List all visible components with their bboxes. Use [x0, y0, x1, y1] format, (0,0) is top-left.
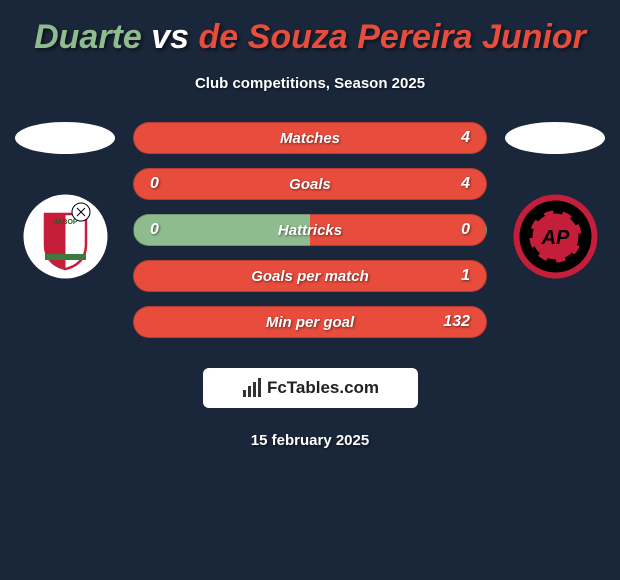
left-flag-icon	[15, 122, 115, 154]
stat-label: Min per goal	[266, 314, 354, 331]
stat-row: Matches 4	[133, 122, 487, 154]
stat-row: 0 Goals 4	[133, 168, 487, 200]
right-club-crest-icon: AP	[513, 194, 598, 279]
stat-label: Hattricks	[278, 222, 342, 239]
left-club-shield-icon: JABOP	[23, 194, 108, 279]
left-club-badge: JABOP	[23, 194, 108, 279]
right-flag-icon	[505, 122, 605, 154]
title-vs: vs	[151, 18, 189, 56]
title-player2: de Souza Pereira Junior	[199, 18, 586, 56]
stat-label: Goals per match	[251, 268, 369, 285]
left-column: JABOP	[5, 122, 125, 279]
right-club-badge: AP	[513, 194, 598, 279]
infographic-root: Duarte vs de Souza Pereira Junior Club c…	[0, 0, 620, 459]
stat-label: Goals	[289, 176, 331, 193]
stat-value-right: 0	[440, 221, 470, 239]
subtitle: Club competitions, Season 2025	[0, 75, 620, 92]
chart-icon	[241, 377, 263, 399]
svg-text:JABOP: JABOP	[53, 219, 77, 226]
content-row: JABOP Matches 4 0 Goals 4 0 Hattricks 0 Goals pe…	[0, 122, 620, 338]
stats-column: Matches 4 0 Goals 4 0 Hattricks 0 Goals per matc…	[125, 122, 495, 338]
stat-label: Matches	[280, 130, 340, 147]
stat-value-left: 0	[150, 221, 180, 239]
stat-value-right: 4	[440, 175, 470, 193]
brand-box[interactable]: FcTables.com	[203, 368, 418, 408]
right-column: AP	[495, 122, 615, 279]
stat-value-right: 4	[440, 129, 470, 147]
title-player1: Duarte	[34, 18, 142, 56]
brand-label: FcTables.com	[267, 378, 379, 398]
stat-value-right: 132	[440, 313, 470, 331]
stat-row: Goals per match 1	[133, 260, 487, 292]
footer-date: 15 february 2025	[0, 432, 620, 449]
stat-row: Min per goal 132	[133, 306, 487, 338]
page-title: Duarte vs de Souza Pereira Junior	[0, 18, 620, 57]
stat-row: 0 Hattricks 0	[133, 214, 487, 246]
svg-text:AP: AP	[540, 227, 569, 249]
stat-value-right: 1	[440, 267, 470, 285]
stat-value-left: 0	[150, 175, 180, 193]
